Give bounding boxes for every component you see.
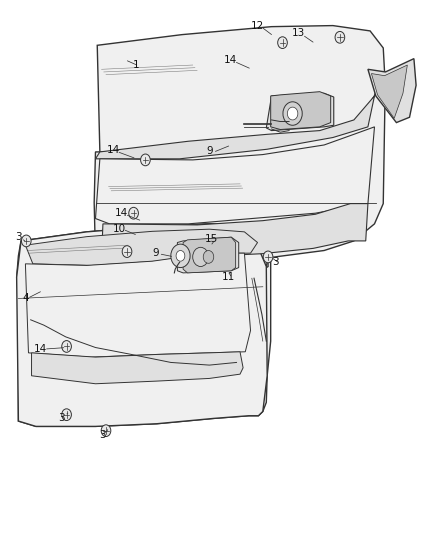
Polygon shape — [25, 253, 251, 357]
Text: 9: 9 — [206, 147, 213, 156]
Polygon shape — [95, 127, 374, 224]
Text: 15: 15 — [205, 234, 218, 244]
Polygon shape — [17, 224, 267, 426]
Polygon shape — [271, 92, 331, 130]
Circle shape — [141, 154, 150, 166]
Polygon shape — [368, 59, 416, 123]
Polygon shape — [266, 93, 334, 131]
Text: 14: 14 — [115, 208, 128, 218]
Circle shape — [278, 37, 287, 49]
Circle shape — [171, 244, 190, 268]
Text: 10: 10 — [113, 224, 126, 234]
Text: 11: 11 — [222, 272, 235, 282]
Polygon shape — [36, 260, 71, 320]
Polygon shape — [94, 72, 385, 261]
Circle shape — [193, 247, 208, 266]
Text: 12: 12 — [251, 21, 264, 30]
Circle shape — [129, 207, 138, 219]
Text: 14: 14 — [224, 55, 237, 64]
Polygon shape — [95, 96, 374, 159]
Polygon shape — [97, 26, 385, 152]
Text: 4: 4 — [22, 294, 29, 303]
Circle shape — [263, 251, 273, 263]
Text: 14: 14 — [106, 146, 120, 155]
Circle shape — [62, 341, 71, 352]
Circle shape — [21, 235, 31, 247]
Text: 9: 9 — [152, 248, 159, 258]
Polygon shape — [32, 352, 243, 384]
Polygon shape — [25, 229, 258, 265]
Circle shape — [203, 251, 214, 263]
Polygon shape — [18, 232, 271, 426]
Text: 3: 3 — [272, 257, 279, 267]
Text: 13: 13 — [292, 28, 305, 38]
Text: 3: 3 — [99, 431, 106, 440]
Text: 14: 14 — [34, 344, 47, 354]
Circle shape — [176, 251, 185, 261]
Text: 3: 3 — [15, 232, 22, 242]
Circle shape — [62, 409, 71, 421]
Polygon shape — [102, 204, 368, 257]
Circle shape — [122, 246, 132, 257]
Circle shape — [335, 31, 345, 43]
Text: 1: 1 — [132, 60, 139, 70]
Circle shape — [287, 107, 298, 120]
Circle shape — [101, 425, 111, 437]
Polygon shape — [183, 237, 236, 273]
Polygon shape — [371, 65, 407, 118]
Polygon shape — [17, 224, 271, 300]
Text: 3: 3 — [58, 414, 65, 423]
Circle shape — [283, 102, 302, 125]
Polygon shape — [177, 237, 239, 273]
